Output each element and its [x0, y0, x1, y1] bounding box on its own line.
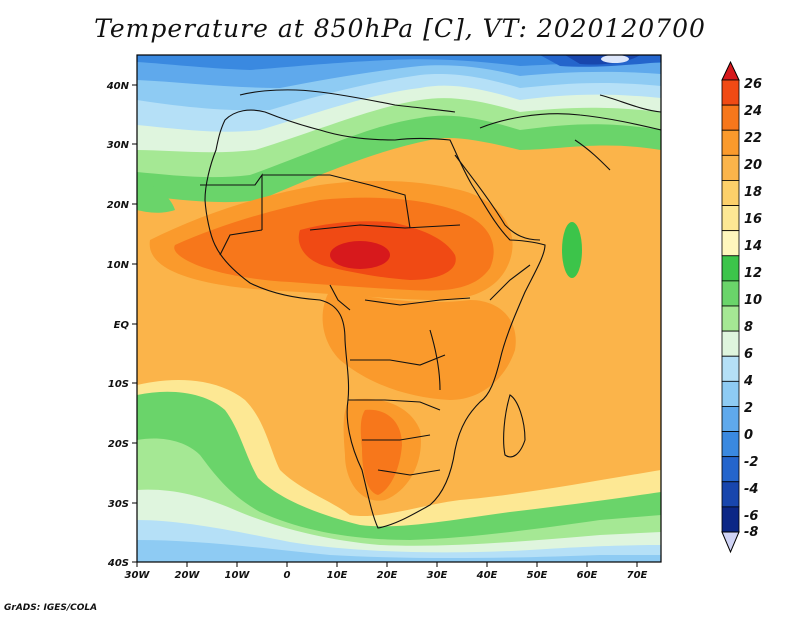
colorbar-segment — [721, 406, 740, 432]
colorbar-tick-label: 6 — [744, 347, 753, 362]
x-axis-labels: 30W 20W 10W 0 10E 20E 30E 40E 50E 60E 70… — [125, 570, 648, 581]
colorbar-segment — [721, 305, 740, 332]
y-tick-label: 40S — [107, 558, 129, 569]
colorbar-tick-label: 0 — [744, 428, 753, 443]
y-axis-labels: 40N 30N 20N 10N EQ 10S 20S 30S 40S — [106, 81, 130, 569]
colorbar-tick-label: 16 — [744, 212, 762, 227]
y-tick-label: 40N — [106, 81, 130, 92]
colorbar-segment — [721, 154, 740, 181]
colorbar-tick-label: 14 — [744, 239, 762, 254]
x-tick-label: 30E — [427, 570, 448, 581]
x-tick-label: 60E — [577, 570, 598, 581]
colorbar-segment — [721, 380, 740, 407]
x-tick-label: 0 — [284, 570, 291, 581]
y-tick-label: 20N — [107, 200, 130, 211]
colorbar-tick-label: 26 — [744, 77, 762, 92]
colorbar-segment — [721, 129, 740, 156]
x-tick-label: 10W — [225, 570, 251, 581]
colorbar-segment — [721, 506, 740, 533]
colorbar-segment — [721, 481, 740, 508]
colorbar-segment — [721, 104, 740, 131]
x-tick-label: 20W — [175, 570, 201, 581]
colorbar-tick-label: 8 — [744, 320, 753, 335]
colorbar-segment — [721, 330, 740, 357]
plot-frame — [136, 54, 662, 563]
coastlines — [200, 89, 661, 529]
colorbar-tick-label: 18 — [744, 185, 762, 200]
y-tick-label: 20S — [108, 439, 129, 450]
colorbar-tick-label: -6 — [744, 509, 758, 524]
colorbar-tick-label: 2 — [744, 401, 753, 416]
colorbar — [721, 60, 740, 554]
colorbar-segment — [721, 79, 740, 106]
y-tick-label: 10N — [107, 260, 130, 271]
colorbar-tick-label: -2 — [744, 455, 758, 470]
y-tick-label: EQ — [114, 320, 130, 331]
colorbar-tick-label: 12 — [744, 266, 762, 281]
colorbar-segment — [721, 355, 740, 382]
colorbar-tick-label: -8 — [744, 525, 758, 540]
x-tick-label: 70E — [627, 570, 648, 581]
colorbar-segment — [721, 456, 740, 483]
y-tick-label: 10S — [108, 379, 129, 390]
x-tick-label: 30W — [125, 570, 151, 581]
colorbar-tick-label: 20 — [744, 158, 762, 173]
colorbar-tick-label: 24 — [744, 104, 762, 119]
colorbar-tick-label: 4 — [743, 374, 753, 389]
colorbar-tick-label: 22 — [744, 131, 762, 146]
colorbar-bottom-arrow — [721, 531, 740, 554]
colorbar-segment — [721, 205, 740, 232]
axis-ticks — [132, 84, 638, 567]
colorbar-segment — [721, 180, 740, 206]
colorbar-tick-label: -4 — [744, 482, 758, 497]
y-tick-label: 30N — [107, 140, 130, 151]
y-tick-label: 30S — [108, 499, 129, 510]
x-tick-label: 20E — [377, 570, 398, 581]
x-tick-label: 50E — [527, 570, 548, 581]
colorbar-tick-label: 10 — [744, 293, 762, 308]
colorbar-labels: 26 24 22 20 18 16 14 12 10 8 6 4 2 0 -2 … — [743, 77, 762, 540]
footer-credit: GrADS: IGES/COLA — [4, 603, 98, 613]
colorbar-segment — [721, 230, 740, 257]
colorbar-top-arrow — [721, 60, 740, 81]
colorbar-segment — [721, 255, 740, 282]
temperature-field — [137, 55, 661, 562]
colorbar-segment — [721, 280, 740, 307]
x-tick-label: 10E — [327, 570, 348, 581]
x-tick-label: 40E — [476, 570, 498, 581]
map-title: Temperature at 850hPa [C], VT: 202012070… — [94, 14, 706, 43]
colorbar-segment — [721, 431, 740, 458]
